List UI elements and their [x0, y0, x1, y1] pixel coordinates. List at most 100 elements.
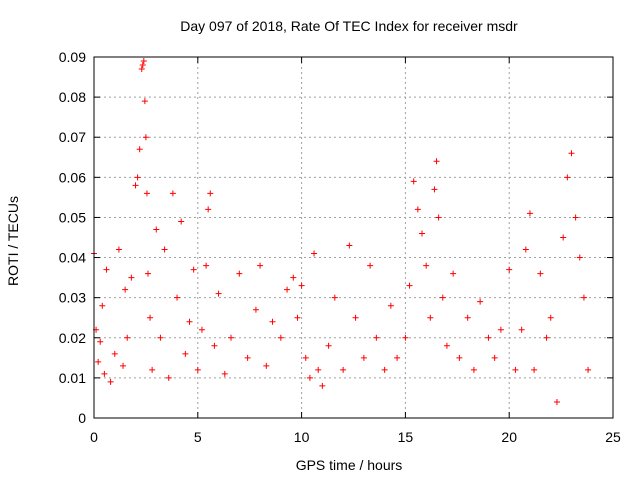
data-point [560, 234, 567, 241]
data-point [464, 314, 471, 321]
data-point [431, 186, 438, 193]
data-point [477, 298, 484, 305]
data-point [331, 294, 338, 301]
y-tick-label: 0.09 [59, 49, 86, 65]
data-point [439, 294, 446, 301]
y-tick-label: 0 [78, 410, 86, 426]
data-point [169, 190, 176, 197]
x-tick-label: 25 [605, 429, 621, 445]
x-tick-label: 15 [398, 429, 414, 445]
data-point [205, 206, 212, 213]
data-point [580, 294, 587, 301]
data-point [512, 366, 519, 373]
y-tick-label: 0.04 [59, 250, 86, 266]
grid-lines [94, 57, 613, 418]
data-point [147, 314, 154, 321]
data-point [443, 342, 450, 349]
data-point [207, 190, 214, 197]
y-axis-title: ROTI / TECUs [5, 196, 21, 286]
data-point [182, 350, 189, 357]
data-point [576, 254, 583, 261]
data-point [139, 62, 146, 69]
data-point [433, 158, 440, 165]
data-point [572, 214, 579, 221]
data-point [450, 270, 457, 277]
data-point [456, 354, 463, 361]
x-tick-label: 0 [90, 429, 98, 445]
data-point [128, 274, 135, 281]
data-point [423, 262, 430, 269]
data-point [198, 326, 205, 333]
y-tick-label: 0.03 [59, 290, 86, 306]
data-point [277, 334, 284, 341]
x-axis: 0 5 10 15 20 25 [90, 57, 621, 445]
data-point [526, 210, 533, 217]
data-point [537, 270, 544, 277]
data-point [506, 266, 513, 273]
data-point [298, 282, 305, 289]
data-point [406, 282, 413, 289]
chart-title: Day 097 of 2018, Rate Of TEC Index for r… [180, 18, 518, 34]
data-point [174, 294, 181, 301]
x-tick-label: 20 [501, 429, 517, 445]
data-point [585, 366, 592, 373]
data-point [346, 242, 353, 249]
data-point [236, 270, 243, 277]
data-point [427, 314, 434, 321]
data-point [228, 334, 235, 341]
y-tick-label: 0.02 [59, 330, 86, 346]
data-point [315, 366, 322, 373]
data-point [161, 246, 168, 253]
data-point [138, 66, 145, 73]
data-point [531, 366, 538, 373]
data-point [132, 182, 139, 189]
data-point [120, 362, 127, 369]
data-point [257, 262, 264, 269]
data-point [244, 354, 251, 361]
data-point [470, 366, 477, 373]
data-point [360, 354, 367, 361]
data-point [302, 354, 309, 361]
data-point [306, 374, 313, 381]
data-point [97, 338, 104, 345]
data-point [497, 326, 504, 333]
data-point [95, 358, 102, 365]
data-point [518, 326, 525, 333]
data-point [215, 290, 222, 297]
data-point [564, 174, 571, 181]
data-point [491, 354, 498, 361]
x-axis-title: GPS time / hours [296, 457, 403, 473]
data-point [543, 334, 550, 341]
data-point [194, 366, 201, 373]
data-point [263, 362, 270, 369]
data-point [419, 230, 426, 237]
data-point [252, 306, 259, 313]
data-point [284, 286, 291, 293]
y-tick-label: 0.05 [59, 209, 86, 225]
data-point [211, 342, 218, 349]
data-point [157, 334, 164, 341]
data-point [319, 382, 326, 389]
data-point [203, 262, 210, 269]
data-point [435, 214, 442, 221]
data-point [394, 354, 401, 361]
data-point [568, 150, 575, 157]
data-point [186, 318, 193, 325]
data-point [134, 174, 141, 181]
data-point [221, 370, 228, 377]
data-point [124, 334, 131, 341]
data-point [165, 374, 172, 381]
data-point [410, 178, 417, 185]
data-point [367, 262, 374, 269]
y-tick-label: 0.01 [59, 370, 86, 386]
data-point [352, 314, 359, 321]
data-point [325, 342, 332, 349]
data-point [269, 318, 276, 325]
data-point [122, 286, 129, 293]
data-point [99, 302, 106, 309]
data-point [290, 274, 297, 281]
y-tick-label: 0.07 [59, 129, 86, 145]
data-point [294, 314, 301, 321]
data-point [115, 246, 122, 253]
